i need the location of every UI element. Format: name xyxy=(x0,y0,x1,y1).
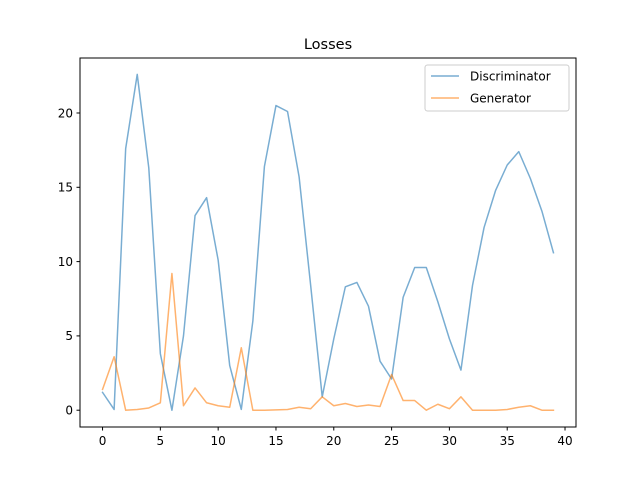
x-tick-label: 35 xyxy=(500,434,515,448)
y-tick-label: 5 xyxy=(65,329,73,343)
x-axis-ticks: 0 5 10 15 20 25 30 35 40 xyxy=(99,427,573,448)
x-tick-label: 40 xyxy=(557,434,572,448)
x-tick-label: 30 xyxy=(442,434,457,448)
chart-title: Losses xyxy=(304,37,352,53)
x-tick-label: 10 xyxy=(211,434,226,448)
y-tick-label: 0 xyxy=(65,404,73,418)
legend-frame xyxy=(424,64,570,112)
y-axis-ticks: 0 5 10 15 20 xyxy=(58,106,80,418)
legend-label-generator: Generator xyxy=(470,91,531,105)
legend: Discriminator Generator xyxy=(424,64,570,112)
x-tick-label: 15 xyxy=(268,434,283,448)
y-tick-label: 15 xyxy=(58,181,73,195)
y-tick-label: 10 xyxy=(58,255,73,269)
legend-label-discriminator: Discriminator xyxy=(470,69,551,83)
x-tick-label: 20 xyxy=(326,434,341,448)
x-tick-label: 25 xyxy=(384,434,399,448)
x-tick-label: 5 xyxy=(157,434,165,448)
series-line-generator xyxy=(101,272,555,411)
y-tick-label: 20 xyxy=(58,106,73,120)
plot-area-frame xyxy=(79,57,577,428)
x-tick-label: 0 xyxy=(99,434,107,448)
series-layer xyxy=(101,73,555,411)
series-line-discriminator xyxy=(101,73,555,411)
